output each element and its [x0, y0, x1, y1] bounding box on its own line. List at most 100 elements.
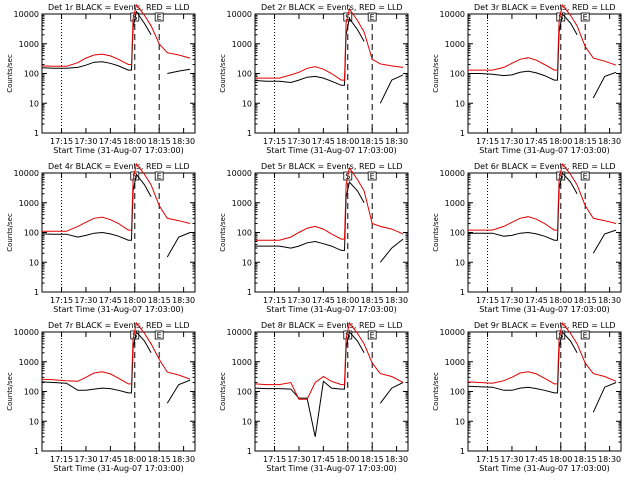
- x-tick-label: 17:45: [525, 296, 548, 305]
- x-tick-label: 17:15: [476, 455, 499, 464]
- y-tick-label: 10: [242, 99, 252, 108]
- y-axis-label: Counts/sec: [6, 213, 14, 252]
- x-axis-label: Start Time (31-Aug-07 17:03:00): [266, 305, 397, 314]
- x-tick-label: 17:15: [263, 296, 286, 305]
- events-series-line: [254, 17, 404, 104]
- y-tick-label: 1: [34, 447, 39, 456]
- events-series-line: [468, 12, 617, 99]
- x-tick-label: 17:30: [74, 137, 97, 146]
- x-tick-label: 18:00: [123, 137, 146, 146]
- y-tick-label: 10000: [14, 169, 39, 178]
- chart-title: Det 5r BLACK = Events, RED = LLD: [261, 162, 403, 171]
- x-tick-label: 17:30: [500, 296, 523, 305]
- x-tick-label: 18:30: [385, 296, 408, 305]
- y-tick-label: 10000: [14, 328, 39, 337]
- marker-box: [154, 330, 164, 340]
- y-tick-label: 1: [34, 129, 39, 138]
- lld-series-line: [42, 162, 191, 232]
- y-tick-label: 1000: [232, 358, 252, 367]
- x-axis-label: Start Time (31-Aug-07 17:03:00): [479, 305, 610, 314]
- x-axis-label: Start Time (31-Aug-07 17:03:00): [479, 146, 610, 155]
- y-tick-label: 1: [460, 129, 465, 138]
- chart-panel-8: Det 8r BLACK = Events, RED = LLD 1 10 100 10…: [219, 321, 409, 473]
- marker-label: E: [157, 331, 162, 340]
- marker-label: E: [583, 331, 588, 340]
- y-axis-label: Counts/sec: [219, 54, 227, 93]
- chart-panel-2: Det 2r BLACK = Events, RED = LLD 1 10 100 10…: [219, 3, 409, 155]
- chart-panel-3: Det 3r BLACK = Events, RED = LLD 1 10 100 10…: [432, 3, 622, 155]
- x-tick-label: 17:15: [50, 455, 73, 464]
- plot-frame: [467, 331, 622, 452]
- lld-series-line: [41, 3, 191, 67]
- y-tick-label: 1000: [232, 199, 252, 208]
- x-tick-label: 18:00: [549, 296, 572, 305]
- marker-box: [367, 171, 377, 181]
- x-tick-label: 18:30: [598, 137, 621, 146]
- marker-box: [367, 330, 377, 340]
- x-tick-label: 17:45: [525, 455, 548, 464]
- marker-label: S: [558, 13, 563, 22]
- x-axis-label: Start Time (31-Aug-07 17:03:00): [479, 464, 610, 473]
- x-tick-label: 17:30: [500, 455, 523, 464]
- chart-panel-5: Det 5r BLACK = Events, RED = LLD 1 10 100 10…: [219, 162, 409, 314]
- x-tick-label: 18:00: [123, 455, 146, 464]
- y-tick-label: 1000: [19, 358, 39, 367]
- events-series-line: [254, 330, 404, 437]
- y-tick-label: 10: [29, 417, 39, 426]
- plot-frame: [467, 172, 622, 293]
- x-tick-label: 18:00: [336, 137, 359, 146]
- chart-panel-9: Det 9r BLACK = Events, RED = LLD 1 10 100 10…: [432, 321, 622, 473]
- x-tick-label: 17:45: [312, 296, 335, 305]
- plot-frame: [41, 13, 196, 134]
- y-tick-label: 1: [247, 447, 252, 456]
- events-series-line: [41, 10, 191, 74]
- x-axis-label: Start Time (31-Aug-07 17:03:00): [53, 146, 184, 155]
- y-tick-label: 1: [460, 447, 465, 456]
- y-tick-label: 10000: [227, 328, 252, 337]
- y-tick-label: 10000: [14, 10, 39, 19]
- y-tick-label: 10000: [440, 10, 465, 19]
- x-tick-label: 18:15: [574, 137, 597, 146]
- plot-frame: [254, 331, 409, 452]
- y-tick-label: 1000: [445, 40, 465, 49]
- marker-box: [154, 12, 164, 22]
- x-tick-label: 18:30: [598, 296, 621, 305]
- y-tick-label: 1: [460, 288, 465, 297]
- y-tick-label: 10: [455, 99, 465, 108]
- marker-box: [154, 171, 164, 181]
- marker-label: S: [132, 331, 137, 340]
- chart-title: Det 3r BLACK = Events, RED = LLD: [474, 3, 616, 12]
- y-tick-label: 10000: [227, 169, 252, 178]
- y-axis-label: Counts/sec: [6, 372, 14, 411]
- y-tick-label: 100: [237, 388, 252, 397]
- marker-label: E: [370, 172, 375, 181]
- y-tick-label: 10: [455, 258, 465, 267]
- x-tick-label: 18:15: [574, 455, 597, 464]
- chart-panel-4: Det 4r BLACK = Events, RED = LLD 1 10 100 10…: [6, 162, 196, 314]
- y-tick-label: 1000: [445, 358, 465, 367]
- y-axis-label: Counts/sec: [432, 54, 440, 93]
- events-series-line: [255, 180, 404, 263]
- marker-box: [580, 12, 590, 22]
- x-tick-label: 18:00: [336, 455, 359, 464]
- y-tick-label: 10: [455, 417, 465, 426]
- marker-label: E: [583, 172, 588, 181]
- x-tick-label: 18:15: [361, 455, 384, 464]
- x-axis-label: Start Time (31-Aug-07 17:03:00): [53, 464, 184, 473]
- x-tick-label: 17:15: [476, 137, 499, 146]
- x-tick-label: 18:30: [172, 455, 195, 464]
- y-axis-label: Counts/sec: [219, 372, 227, 411]
- x-axis-label: Start Time (31-Aug-07 17:03:00): [53, 305, 184, 314]
- x-tick-label: 17:30: [287, 455, 310, 464]
- x-tick-label: 18:15: [148, 296, 171, 305]
- y-tick-label: 1: [34, 288, 39, 297]
- lld-series-line: [467, 321, 617, 385]
- lld-series-line: [468, 162, 617, 231]
- marker-box: [580, 330, 590, 340]
- marker-label: E: [583, 13, 588, 22]
- chart-title: Det 7r BLACK = Events, RED = LLD: [48, 321, 190, 330]
- y-tick-label: 100: [450, 70, 465, 79]
- lld-series-line: [254, 321, 404, 400]
- chart-title: Det 4r BLACK = Events, RED = LLD: [48, 162, 190, 171]
